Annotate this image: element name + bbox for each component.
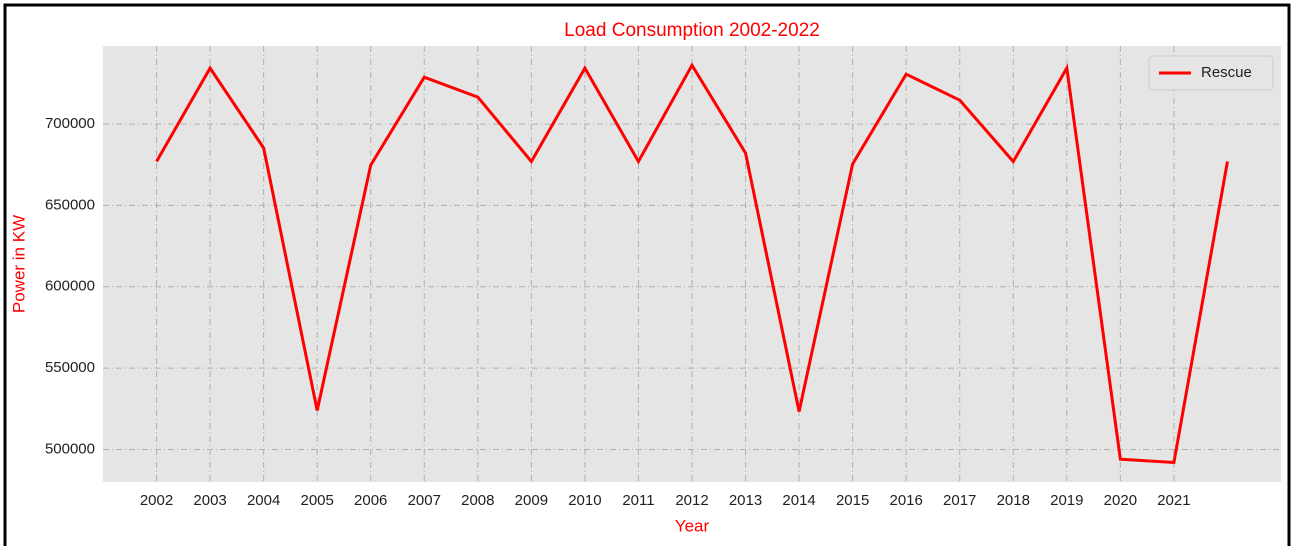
y-tick-label: 700000 <box>45 115 95 132</box>
x-tick-label: 2005 <box>300 492 333 509</box>
y-tick-label: 500000 <box>45 440 95 457</box>
y-tick-label: 650000 <box>45 196 95 213</box>
x-tick-label: 2013 <box>729 492 762 509</box>
x-tick-label: 2020 <box>1104 492 1137 509</box>
x-tick-label: 2017 <box>943 492 976 509</box>
y-tick-label: 550000 <box>45 359 95 376</box>
x-tick-label: 2010 <box>568 492 601 509</box>
x-tick-label: 2021 <box>1157 492 1190 509</box>
x-tick-label: 2009 <box>515 492 548 509</box>
legend-label: Rescue <box>1201 64 1252 81</box>
x-tick-label: 2014 <box>782 492 815 509</box>
x-tick-label: 2007 <box>408 492 441 509</box>
x-tick-label: 2006 <box>354 492 387 509</box>
x-tick-label: 2003 <box>193 492 226 509</box>
frame <box>3 3 1291 546</box>
x-tick-label: 2004 <box>247 492 280 509</box>
x-tick-label: 2002 <box>140 492 173 509</box>
x-tick-label: 2015 <box>836 492 869 509</box>
x-axis-label: Year <box>675 516 710 535</box>
chart-title: Load Consumption 2002-2022 <box>564 20 820 41</box>
x-tick-label: 2012 <box>675 492 708 509</box>
x-tick-label: 2016 <box>889 492 922 509</box>
x-tick-label: 2008 <box>461 492 494 509</box>
line <box>155 62 1229 465</box>
x-tick-label: 2011 <box>622 492 654 509</box>
x-tick-label: 2018 <box>997 492 1030 509</box>
y-axis-label: Power in KW <box>9 215 28 313</box>
x-tick-label: 2019 <box>1050 492 1083 509</box>
legend <box>1148 55 1274 91</box>
y-tick-label: 600000 <box>45 278 95 295</box>
